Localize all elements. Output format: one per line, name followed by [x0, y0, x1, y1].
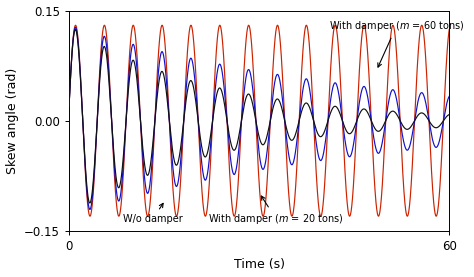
- Y-axis label: Skew angle (rad): Skew angle (rad): [6, 68, 18, 174]
- Text: With damper ($m$ = 60 tons): With damper ($m$ = 60 tons): [329, 19, 465, 67]
- Text: W/o damper: W/o damper: [123, 203, 182, 224]
- Text: With damper ($m$ = 20 tons): With damper ($m$ = 20 tons): [209, 196, 344, 226]
- X-axis label: Time (s): Time (s): [234, 258, 284, 271]
